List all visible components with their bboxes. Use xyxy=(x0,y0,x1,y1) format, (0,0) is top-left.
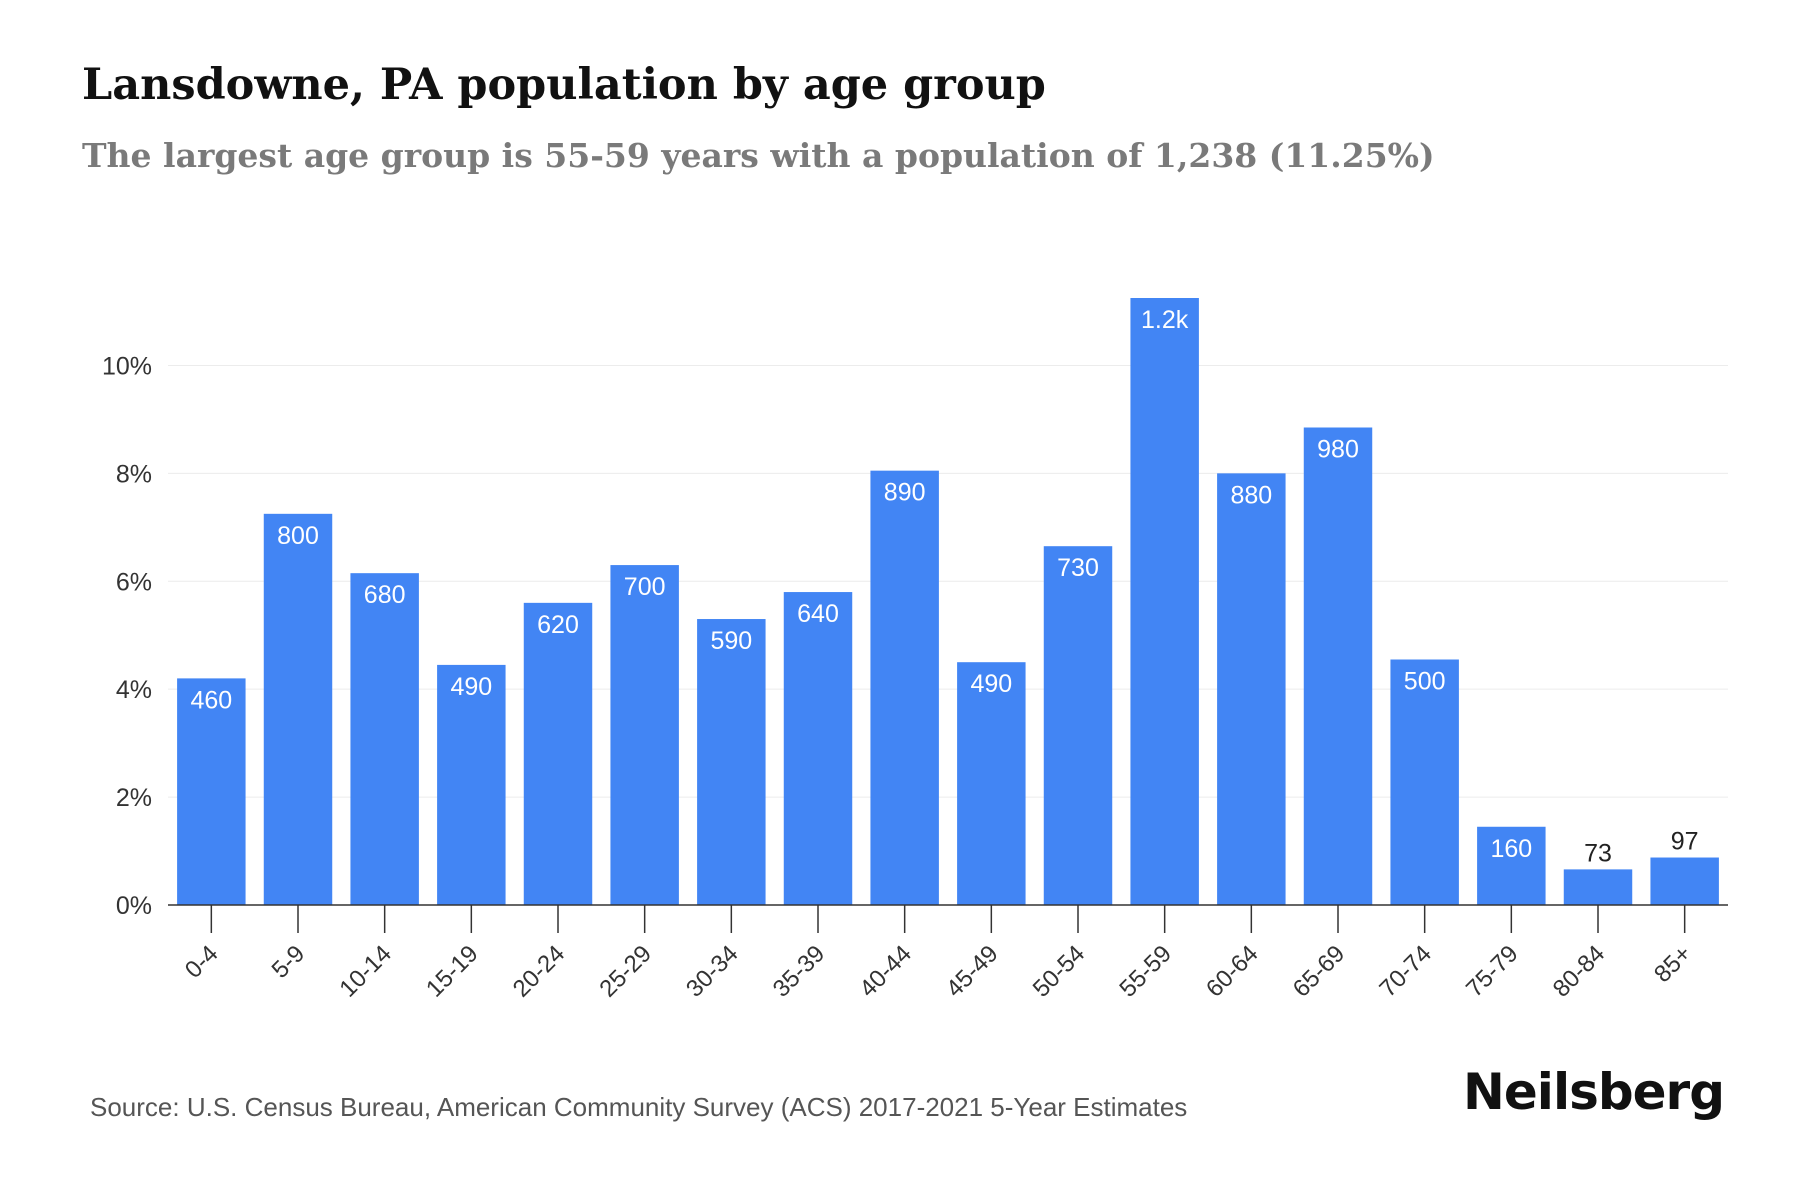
x-tick-label: 25-29 xyxy=(594,940,657,1003)
data-label: 73 xyxy=(1584,839,1612,867)
data-labels: 460 800 680 490 620 700 590 640 890 490 730 1.2k 880… xyxy=(190,306,1698,867)
x-tick-label: 60-64 xyxy=(1201,940,1264,1003)
data-label: 590 xyxy=(710,627,752,655)
source-note: Source: U.S. Census Bureau, American Com… xyxy=(90,1092,1188,1122)
x-tick-label: 80-84 xyxy=(1548,940,1611,1003)
bar xyxy=(610,565,679,905)
x-tick-label: 85+ xyxy=(1649,940,1697,988)
x-axis-ticks: 0-4 5-9 10-14 15-19 20-24 25-29 30-34 35-39 40-4… xyxy=(180,905,1697,1003)
bar xyxy=(523,602,593,905)
x-tick-label: 70-74 xyxy=(1374,940,1437,1003)
data-label: 460 xyxy=(190,686,232,714)
y-tick-label: 6% xyxy=(116,568,152,596)
data-label: 160 xyxy=(1490,835,1532,863)
data-label: 490 xyxy=(970,670,1012,698)
x-tick-label: 40-44 xyxy=(854,940,917,1003)
chart-title: Lansdowne, PA population by age group xyxy=(82,60,1046,110)
x-tick-label: 30-34 xyxy=(681,940,744,1003)
bar xyxy=(263,513,333,905)
y-tick-label: 10% xyxy=(102,352,152,380)
data-label: 97 xyxy=(1671,828,1699,856)
data-label: 620 xyxy=(537,611,579,639)
data-label: 490 xyxy=(450,673,492,701)
y-axis-ticks: 0% 2% 4% 6% 8% 10% xyxy=(102,352,152,920)
bar xyxy=(1303,427,1373,905)
chart-subtitle: The largest age group is 55-59 years wit… xyxy=(82,136,1435,175)
bar xyxy=(697,619,766,905)
x-tick-label: 45-49 xyxy=(941,940,1004,1003)
x-tick-label: 65-69 xyxy=(1288,940,1351,1003)
y-tick-label: 2% xyxy=(116,784,152,812)
y-tick-label: 8% xyxy=(116,460,152,488)
bar xyxy=(1650,857,1719,905)
y-tick-label: 0% xyxy=(116,892,152,920)
x-tick-label: 15-19 xyxy=(421,940,484,1003)
bar xyxy=(870,470,939,905)
x-tick-label: 20-24 xyxy=(508,940,571,1003)
data-label: 800 xyxy=(277,522,319,550)
y-tick-label: 4% xyxy=(116,676,152,704)
x-tick-label: 35-39 xyxy=(768,940,831,1003)
bar xyxy=(1217,473,1286,905)
data-label: 730 xyxy=(1057,554,1099,582)
data-label: 700 xyxy=(624,573,666,601)
bar xyxy=(177,678,246,905)
bar xyxy=(1043,546,1113,905)
x-tick-label: 0-4 xyxy=(180,940,224,984)
x-tick-label: 75-79 xyxy=(1461,940,1524,1003)
data-label: 980 xyxy=(1317,435,1359,463)
data-label: 680 xyxy=(364,581,406,609)
bar xyxy=(1477,826,1546,905)
x-tick-label: 5-9 xyxy=(267,940,311,984)
data-label: 640 xyxy=(797,600,839,628)
bar-chart: 0% 2% 4% 6% 8% 10% 460 800 680 490 620 700 590 640 89… xyxy=(102,298,1728,1003)
data-label: 890 xyxy=(884,479,926,507)
bar xyxy=(1390,659,1459,905)
data-label: 1.2k xyxy=(1141,306,1189,334)
bar xyxy=(1130,298,1199,905)
x-tick-label: 55-59 xyxy=(1114,940,1177,1003)
bar xyxy=(783,592,853,905)
neilsberg-logo: Neilsberg xyxy=(1463,1063,1725,1121)
data-label: 500 xyxy=(1404,668,1446,696)
bars xyxy=(177,298,1719,905)
bar xyxy=(957,662,1026,905)
x-tick-label: 10-14 xyxy=(334,940,397,1003)
x-tick-label: 50-54 xyxy=(1028,940,1091,1003)
bar xyxy=(1563,869,1633,905)
data-label: 880 xyxy=(1230,481,1272,509)
bar xyxy=(437,664,506,905)
bar xyxy=(350,573,419,905)
gridlines xyxy=(168,364,1728,798)
